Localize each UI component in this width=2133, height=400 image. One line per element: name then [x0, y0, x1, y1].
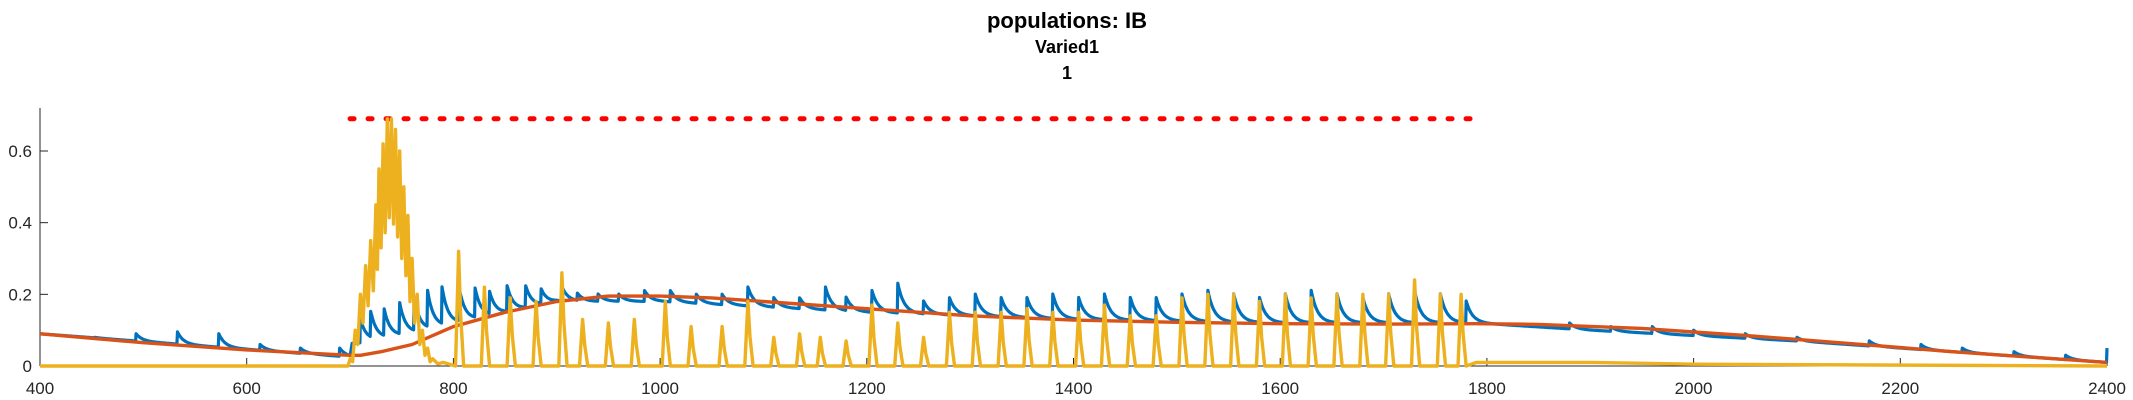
- plot-area: 400 600 800 1000 1200 1400 1600 1800 2000 2200 240…: [8, 108, 2126, 398]
- series-1-line: [38, 281, 2109, 364]
- y-tick-label: 0.4: [8, 214, 32, 233]
- series-2-line: [39, 294, 2108, 365]
- x-tick-label: 400: [26, 379, 54, 398]
- y-tick-label: 0.2: [8, 285, 32, 304]
- x-tick-label: 2400: [2088, 379, 2126, 398]
- x-tick-label: 1600: [1261, 379, 1299, 398]
- x-tick-label: 1400: [1055, 379, 1093, 398]
- x-tick-label: 1800: [1468, 379, 1506, 398]
- series-3-line: [40, 117, 2108, 368]
- x-tick-label: 1000: [641, 379, 679, 398]
- x-tick-label: 1200: [848, 379, 886, 398]
- x-tick-label: 2000: [1675, 379, 1713, 398]
- x-tick-label: 2200: [1881, 379, 1919, 398]
- x-tick-label: 600: [233, 379, 261, 398]
- chart-title: populations: IB: [987, 8, 1147, 33]
- x-tick-label: 800: [439, 379, 467, 398]
- chart-subtitle-1: Varied1: [1035, 37, 1099, 57]
- series-lines: [38, 117, 2109, 368]
- y-tick-label: 0.6: [8, 142, 32, 161]
- y-tick-label: 0: [23, 357, 32, 376]
- chart-subtitle-2: 1: [1062, 63, 1072, 83]
- axis-ticks: 400 600 800 1000 1200 1400 1600 1800 2000 2200 240…: [8, 142, 2126, 398]
